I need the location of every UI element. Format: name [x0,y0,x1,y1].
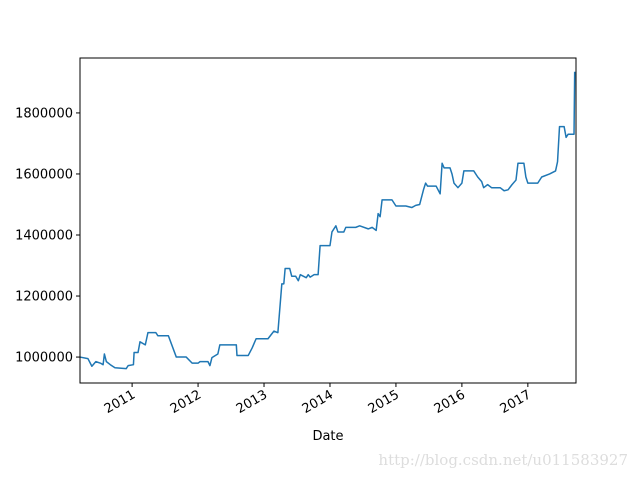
y-tick-label: 1600000 [15,167,73,182]
line-series [79,71,576,370]
x-axis-label: Date [312,429,343,444]
y-tick-label: 1400000 [15,228,73,243]
watermark: http://blog.csdn.net/u011583927 [378,451,628,469]
x-tick-label: 2011 [102,387,138,417]
x-tick-label: 2015 [366,387,402,417]
y-tick-label: 1000000 [15,351,73,366]
x-tick-label: 2017 [498,387,534,417]
x-tick-label: 2016 [432,387,468,417]
x-tick-label: 2013 [234,387,270,417]
y-tick-label: 1800000 [15,106,73,121]
y-tick-label: 1200000 [15,290,73,305]
x-tick-label: 2014 [300,387,336,417]
axes-frame [79,57,577,384]
x-tick-label: 2012 [168,387,204,417]
